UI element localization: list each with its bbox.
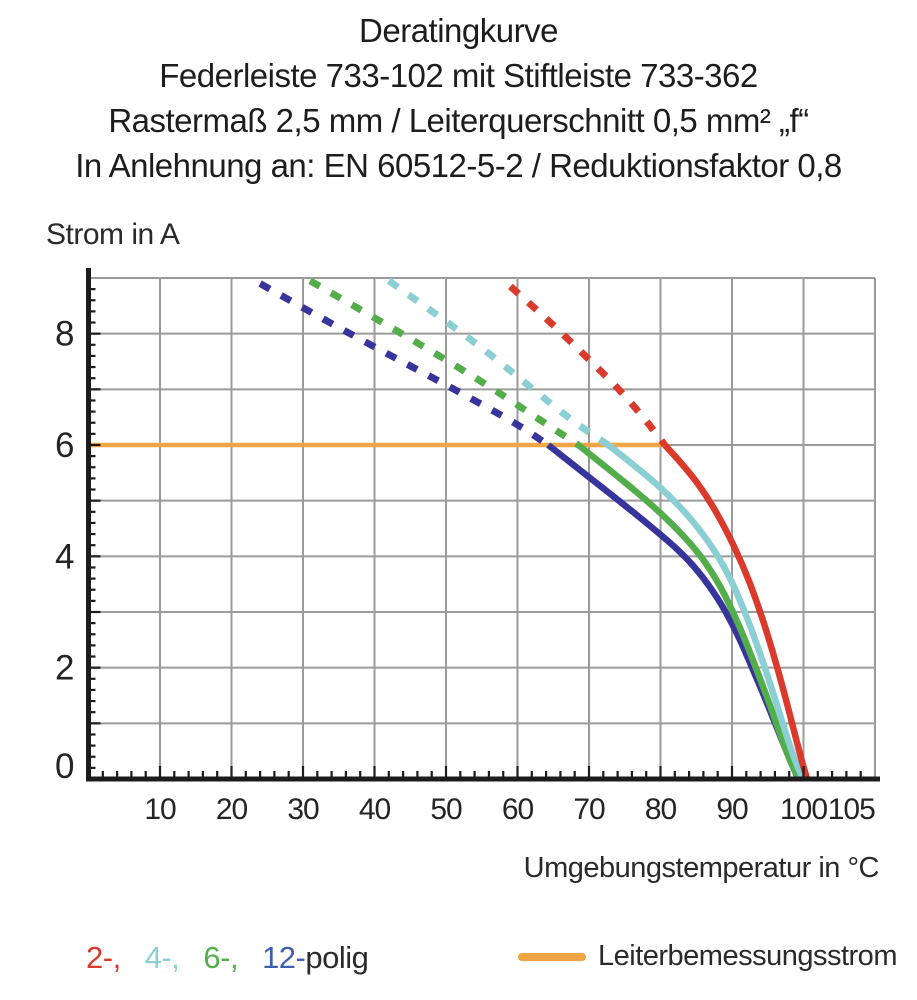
- rated-current-label: Leiterbemessungsstrom: [598, 940, 897, 972]
- series-4-polig-dashed: [386, 277, 611, 448]
- svg-text:4: 4: [55, 537, 74, 576]
- series-4-polig-solid: [606, 442, 806, 781]
- svg-text:40: 40: [359, 793, 391, 826]
- legend-item-polig-suffix: polig: [305, 940, 369, 975]
- svg-text:30: 30: [287, 793, 319, 826]
- chart-title-line-1: Deratingkurve: [359, 12, 558, 49]
- chart-title-line-3: Rastermaß 2,5 mm / Leiterquerschnitt 0,5…: [108, 102, 809, 139]
- svg-text:60: 60: [502, 793, 534, 826]
- legend-item-2-polig: 2-,: [86, 940, 121, 975]
- series-6-polig-dashed: [308, 277, 581, 448]
- tick-marks: [89, 288, 862, 778]
- rated-current-legend: Leiterbemessungsstrom: [518, 940, 897, 973]
- chart-title-line-4: In Anlehnung an: EN 60512-5-2 / Reduktio…: [75, 147, 842, 184]
- rated-current-swatch: [518, 952, 586, 961]
- x-tick-labels: 10 20 30 40 50 60 70 80 90 100 105: [144, 793, 876, 826]
- legend-item-12-number: 12-: [262, 940, 306, 975]
- x-axis-title: Umgebungstemperatur in °C: [523, 852, 880, 884]
- legend-item-4-polig: 4-,: [144, 940, 180, 975]
- series-2-polig-solid: [662, 442, 811, 780]
- chart-title-block: Deratingkurve Federleiste 733-102 mit St…: [0, 8, 917, 188]
- y-tick-labels: 0 2 4 6 8: [55, 315, 74, 786]
- axes: [86, 268, 880, 782]
- svg-text:8: 8: [55, 315, 74, 354]
- legend-item-6-polig: 6-,: [203, 940, 239, 975]
- svg-text:90: 90: [716, 793, 748, 826]
- gridlines: [88, 277, 876, 779]
- y-axis-title: Strom in A: [46, 218, 180, 251]
- legend-item-12-polig: 12- polig: [262, 940, 369, 976]
- svg-text:10: 10: [144, 793, 176, 826]
- svg-text:70: 70: [573, 793, 605, 826]
- svg-text:2: 2: [55, 649, 74, 688]
- series-6-polig-solid: [576, 442, 803, 781]
- svg-text:80: 80: [645, 793, 677, 826]
- svg-text:100: 100: [780, 793, 827, 826]
- pole-count-legend: 2-, 4-, 6-, 12- polig: [86, 940, 369, 976]
- series-2-polig-dashed: [508, 283, 668, 448]
- curve-series: [88, 277, 811, 781]
- svg-text:105: 105: [828, 793, 875, 826]
- svg-text:50: 50: [430, 793, 462, 826]
- svg-text:6: 6: [55, 426, 74, 465]
- chart-title-line-2: Federleiste 733-102 mit Stiftleiste 733-…: [159, 57, 758, 94]
- svg-text:0: 0: [55, 747, 74, 786]
- svg-text:20: 20: [216, 793, 248, 826]
